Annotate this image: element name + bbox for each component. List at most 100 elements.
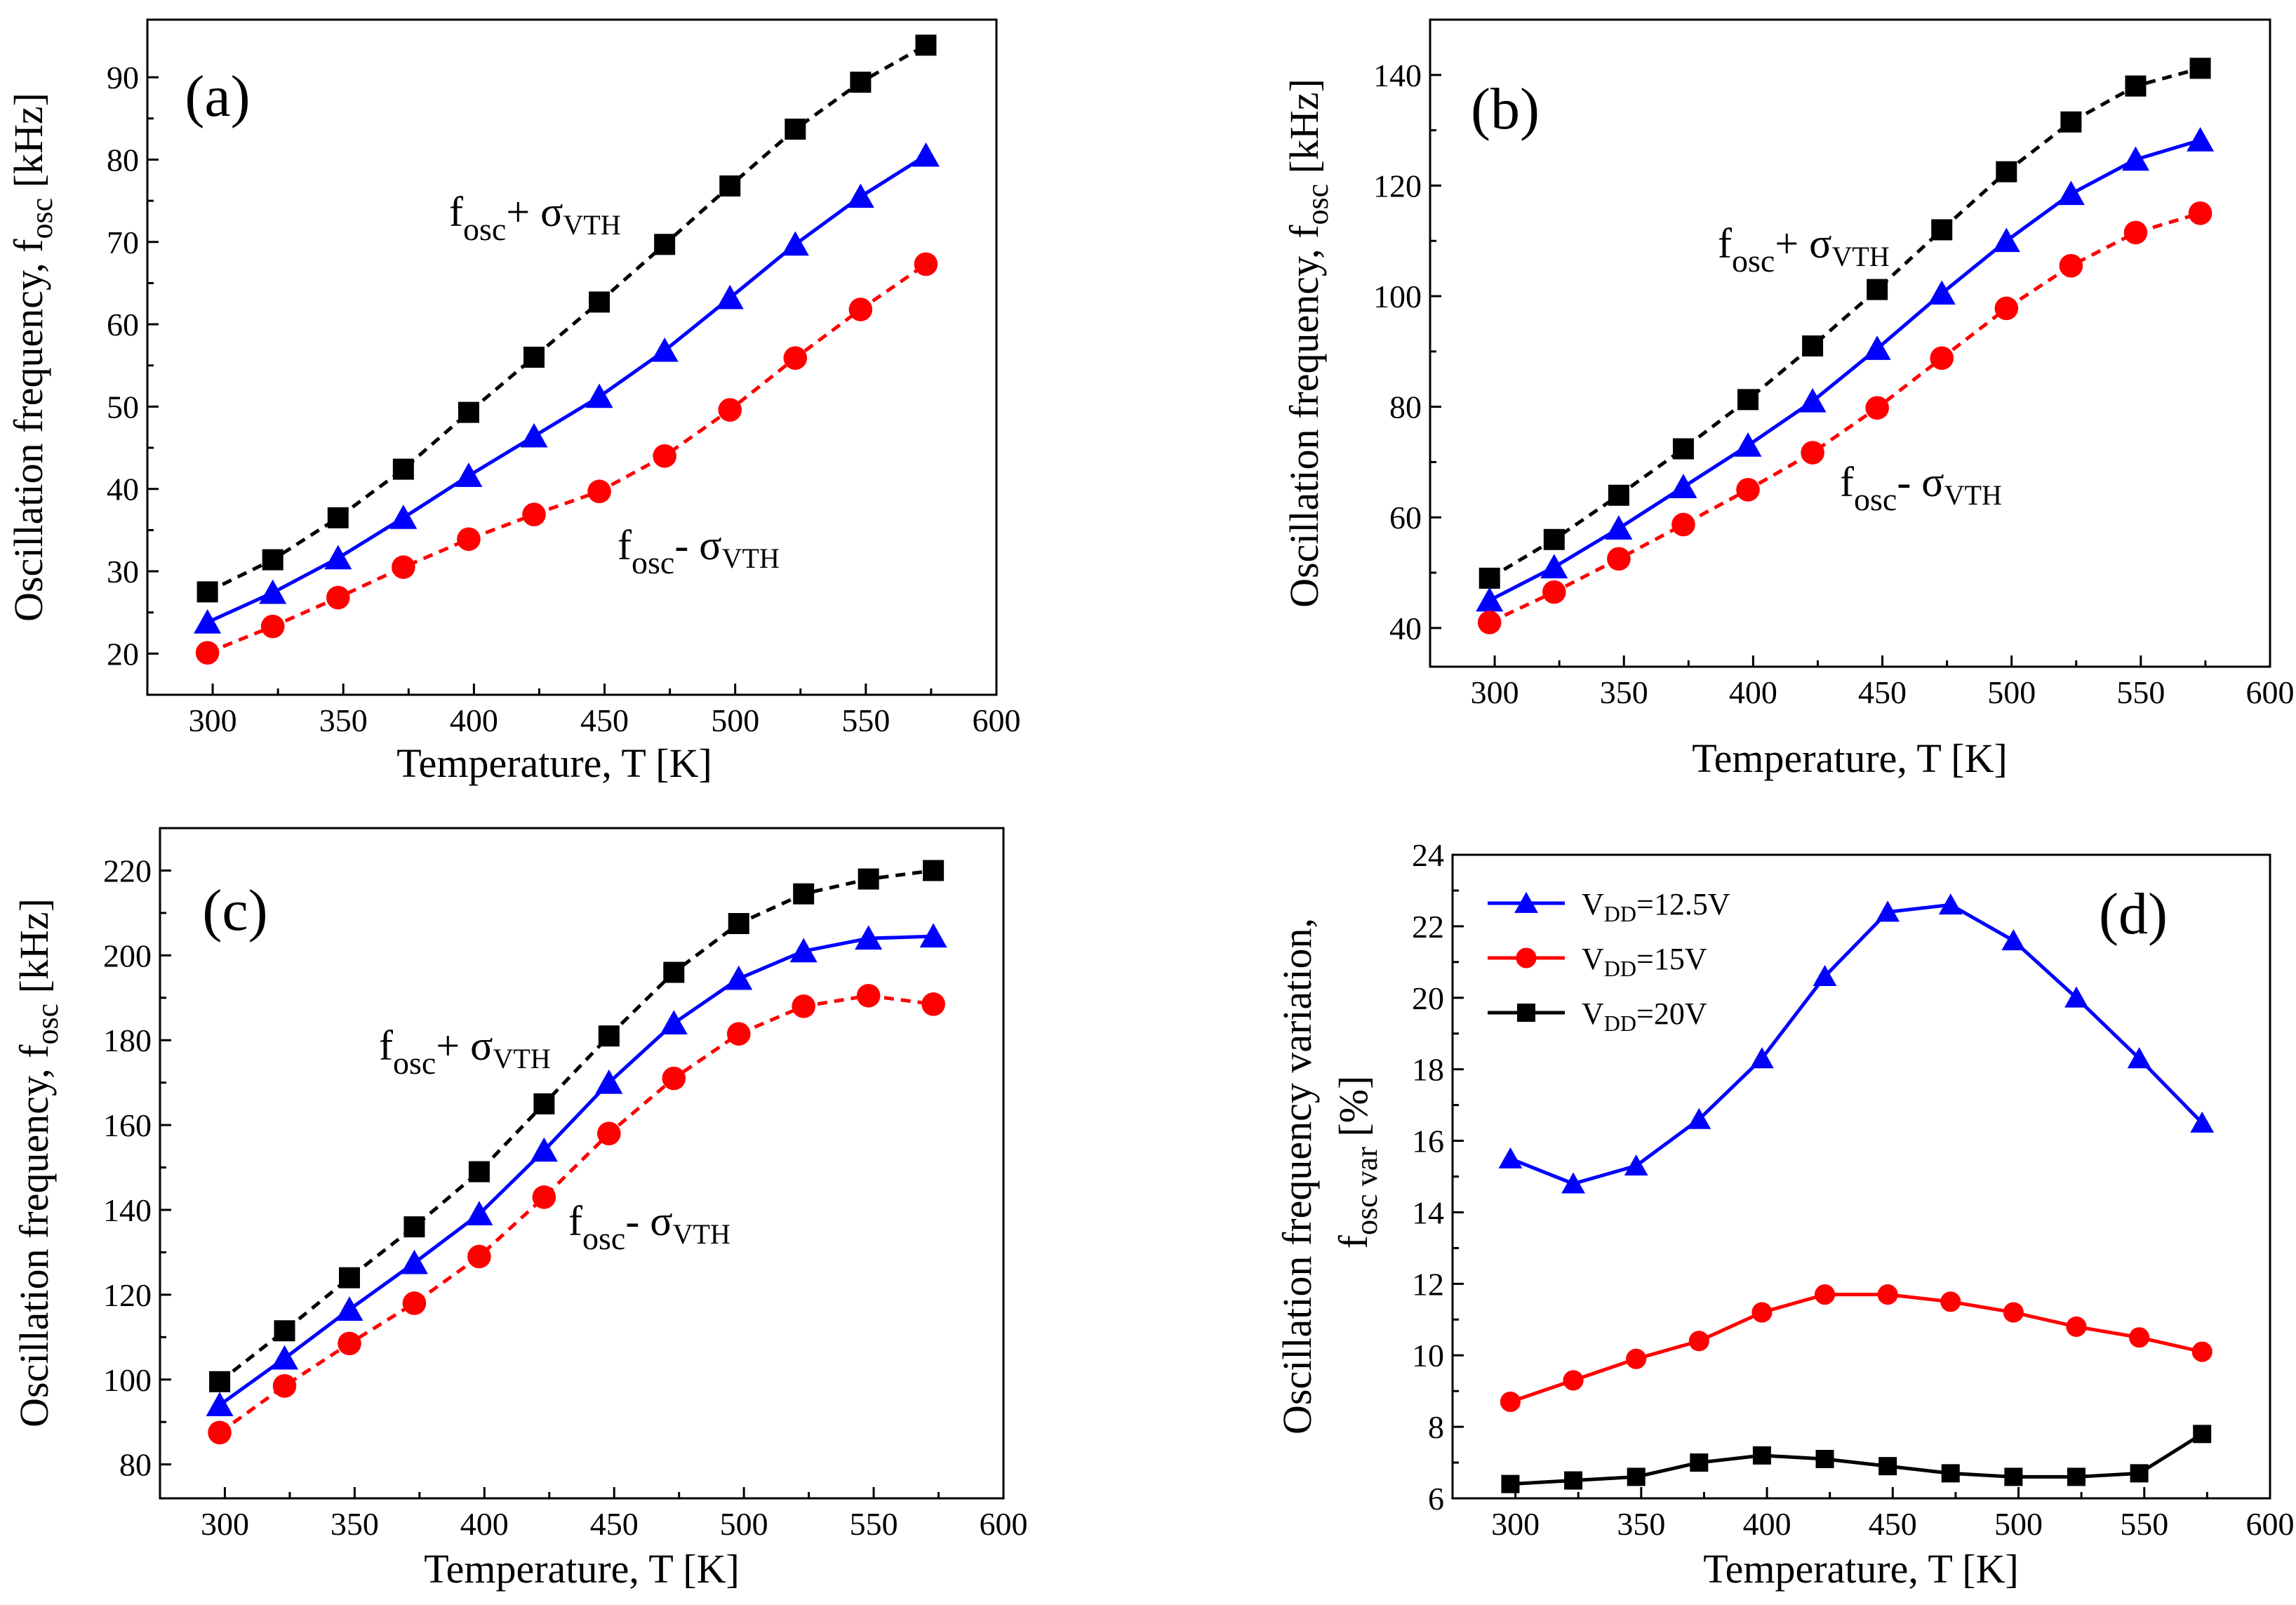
data-point-lower [1865,396,1889,420]
x-axis-title: Temperature, T [K] [1703,1546,2019,1592]
y-tick-label: 60 [107,307,139,342]
legend-marker-lower [1516,947,1537,968]
data-point-lower [783,346,808,370]
data-point-lower [1500,1391,1521,1413]
x-axis-title: Temperature, T [K] [424,1546,740,1592]
data-point-lower [1994,296,2019,321]
data-point-nominal [465,1201,493,1225]
series-line-nominal [1509,903,2204,1186]
data-point-lower [260,614,285,639]
data-point-lower [1940,1291,1961,1312]
data-point-upper [728,912,749,934]
data-point-upper [654,234,676,255]
series-line-upper [1488,66,2201,580]
data-point-upper [598,1025,620,1047]
x-tick-label: 350 [1600,674,1648,710]
data-point-lower [662,1066,686,1091]
data-point-upper [2125,75,2147,97]
x-tick-label: 450 [1858,674,1907,710]
series-line-lower [1509,1293,2203,1404]
data-point-nominal [206,1392,234,1416]
y-axis-title: Oscillation frequency, fosc [kHz] [11,898,65,1427]
data-point-upper [403,1216,425,1238]
y-tick-label: 100 [1373,279,1422,314]
data-point-lower [1563,1370,1584,1391]
data-point-upper [915,34,937,56]
data-point-lower [2129,1327,2150,1348]
y-axis-title: Oscillation frequency, fosc [kHz] [1281,79,1335,608]
data-point-nominal [271,1345,299,1370]
data-point-upper [196,581,218,603]
data-point-upper [1996,161,2017,182]
data-point-upper [923,860,945,881]
data-point-upper [1690,1453,1709,1472]
y-tick-label: 70 [107,225,139,260]
data-point-nominal [1624,1154,1648,1176]
x-tick-label: 500 [720,1506,768,1542]
data-point-lower [587,479,611,504]
y-tick-label: 80 [107,142,139,178]
data-point-nominal [650,337,679,362]
data-point-nominal [389,505,418,529]
data-point-lower [522,502,546,526]
x-tick-label: 350 [1617,1506,1665,1542]
data-point-upper [2067,1467,2085,1486]
x-tick-label: 300 [201,1506,249,1542]
data-point-upper [2004,1467,2023,1486]
y-axis-title: Oscillation frequency, fosc [kHz] [6,93,59,622]
data-point-lower [457,527,481,552]
data-point-upper [468,1161,490,1183]
y-tick-label: 120 [103,1277,152,1313]
x-tick-label: 350 [331,1506,379,1542]
x-tick-label: 400 [460,1506,509,1542]
panel-label: (c) [202,878,267,943]
series-line-lower [218,994,934,1434]
x-tick-label: 350 [319,702,368,738]
data-point-upper [1752,1446,1771,1465]
data-point-upper [1815,1449,1834,1468]
data-point-upper [1931,219,1953,241]
x-tick-label: 400 [450,702,498,738]
plot-frame [159,827,1005,1500]
data-point-lower [718,398,742,422]
data-point-upper [274,1320,295,1342]
data-point-nominal [2127,1047,2151,1069]
series-line-upper [206,44,927,594]
data-point-nominal [455,462,483,487]
data-point-lower [914,252,938,277]
data-point-lower [532,1185,556,1209]
x-tick-label: 500 [1994,1506,2043,1542]
data-point-lower [1477,611,1502,634]
x-axis-title: Temperature, T [K] [1692,735,2008,781]
data-point-nominal [725,965,753,990]
y-tick-label: 30 [107,554,139,590]
data-point-lower [2191,1341,2212,1362]
data-point-upper [1878,1457,1897,1476]
y-tick-label: 24 [1412,837,1444,873]
x-tick-label: 550 [2116,674,2165,710]
data-point-lower [467,1244,491,1269]
data-point-lower [1671,512,1695,537]
data-point-nominal [789,938,817,963]
series-line-nominal [206,154,927,625]
data-point-upper [663,961,685,983]
data-point-upper [1867,279,1888,300]
panel-label: (b) [1471,76,1540,142]
legend-entry-lower: VDD=15V [1582,942,1707,981]
data-point-nominal [1561,1172,1585,1194]
data-point-nominal [324,545,352,570]
x-tick-label: 550 [2120,1506,2168,1542]
y-tick-label: 140 [103,1192,152,1228]
data-point-nominal [585,383,613,408]
data-point-nominal [1498,1147,1523,1168]
panel-b: 300 350 400 450 500 550 600 40 60 80 100 120 140 Temp… [1281,18,2295,781]
data-point-nominal [1605,515,1633,540]
data-point-lower [326,585,350,610]
series-line-upper [218,868,934,1383]
data-point-lower [338,1331,361,1356]
data-point-upper [719,175,741,197]
data-point-nominal [1734,432,1762,457]
data-point-nominal [781,231,809,256]
data-point-lower [2066,1316,2087,1338]
data-point-upper [785,119,806,140]
